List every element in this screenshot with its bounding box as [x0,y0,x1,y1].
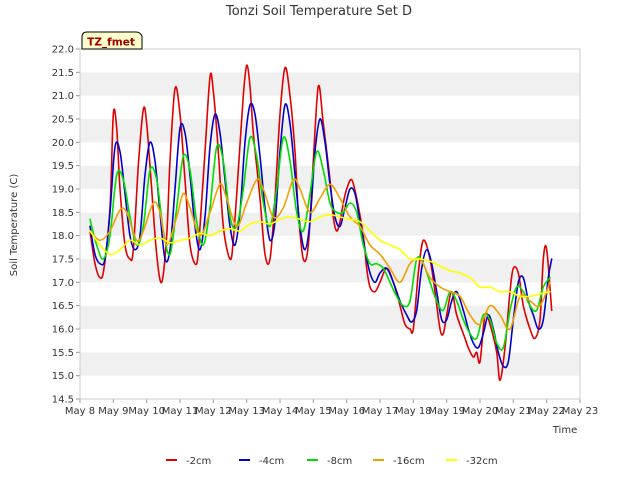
grid-band [80,119,580,143]
y-tick-label: 21.0 [52,91,74,102]
series-line-2cmcm [89,64,553,382]
x-tick-label: May 16 [328,406,365,417]
y-tick-label: 18.5 [52,208,74,219]
badge-label: TZ_fmet [87,37,135,49]
y-tick-label: 20.5 [52,115,74,126]
badge-box [81,31,143,50]
x-tick-label: May 13 [228,406,265,417]
y-tick-label: 19.5 [52,161,74,172]
series-lines [89,64,553,382]
y-tick-label: 15.5 [52,348,74,359]
grid-band [80,259,580,283]
grid-band [80,329,580,353]
y-tick-label: 16.0 [52,325,74,336]
grid-band [80,305,580,329]
series-line-16cmcm [89,178,551,331]
legend-label: -32cm [466,456,498,467]
x-tick-label: May 20 [462,406,499,417]
y-tick-label: 22.0 [52,45,74,56]
y-tick-label: 20.0 [52,138,74,149]
y-tick-label: 19.0 [52,185,74,196]
y-tick-label: 18.0 [52,231,74,242]
x-tick-label: May 19 [428,406,465,417]
x-tick-label: May 8 [65,406,95,417]
series-line-4cmcm [89,102,553,369]
legend-label: -4cm [259,456,284,467]
series-line-32cmcm [89,213,551,298]
x-axis-title: Time [552,425,577,436]
y-tick-label: 15.0 [52,371,74,382]
grid-band [80,72,580,96]
y-axis-title: Soil Temperature (C) [9,174,20,277]
y-tick-label: 17.0 [52,278,74,289]
x-tick-label: May 10 [128,406,165,417]
x-tick-label: May 23 [562,406,599,417]
grid-band [80,352,580,376]
y-tick-label: 14.5 [52,395,74,406]
x-tick-label: May 9 [98,406,128,417]
y-tick-label: 21.5 [52,68,74,79]
grid-band [80,282,580,306]
chart-title: Tonzi Soil Temperature Set D [225,4,412,19]
tz-badge: TZ_fmet [81,31,143,50]
legend: -2cm -4cm -8cm -16cm -32cm [166,456,498,467]
grid-band [80,375,580,399]
legend-label: -8cm [327,456,352,467]
x-tick-label: May 14 [262,406,299,417]
series-line-8cmcm [89,135,551,351]
legend-label: -16cm [393,456,425,467]
x-tick-label: May 12 [195,406,232,417]
x-tick-label: May 15 [295,406,332,417]
legend-label: -2cm [186,456,211,467]
x-tick-label: May 22 [528,406,565,417]
x-tick-label: May 11 [162,406,199,417]
y-tick-label: 16.5 [52,301,74,312]
grid-band [80,49,580,73]
plot-frame [79,48,581,400]
grid-band [80,95,580,119]
x-tick-label: May 17 [362,406,399,417]
y-tick-label: 17.5 [52,255,74,266]
y-axis-ticks: 14.5 15.0 15.5 16.0 16.5 17.0 17.5 18.0 18.5 19.0… [52,45,80,406]
x-tick-label: May 21 [495,406,532,417]
x-tick-label: May 18 [395,406,432,417]
